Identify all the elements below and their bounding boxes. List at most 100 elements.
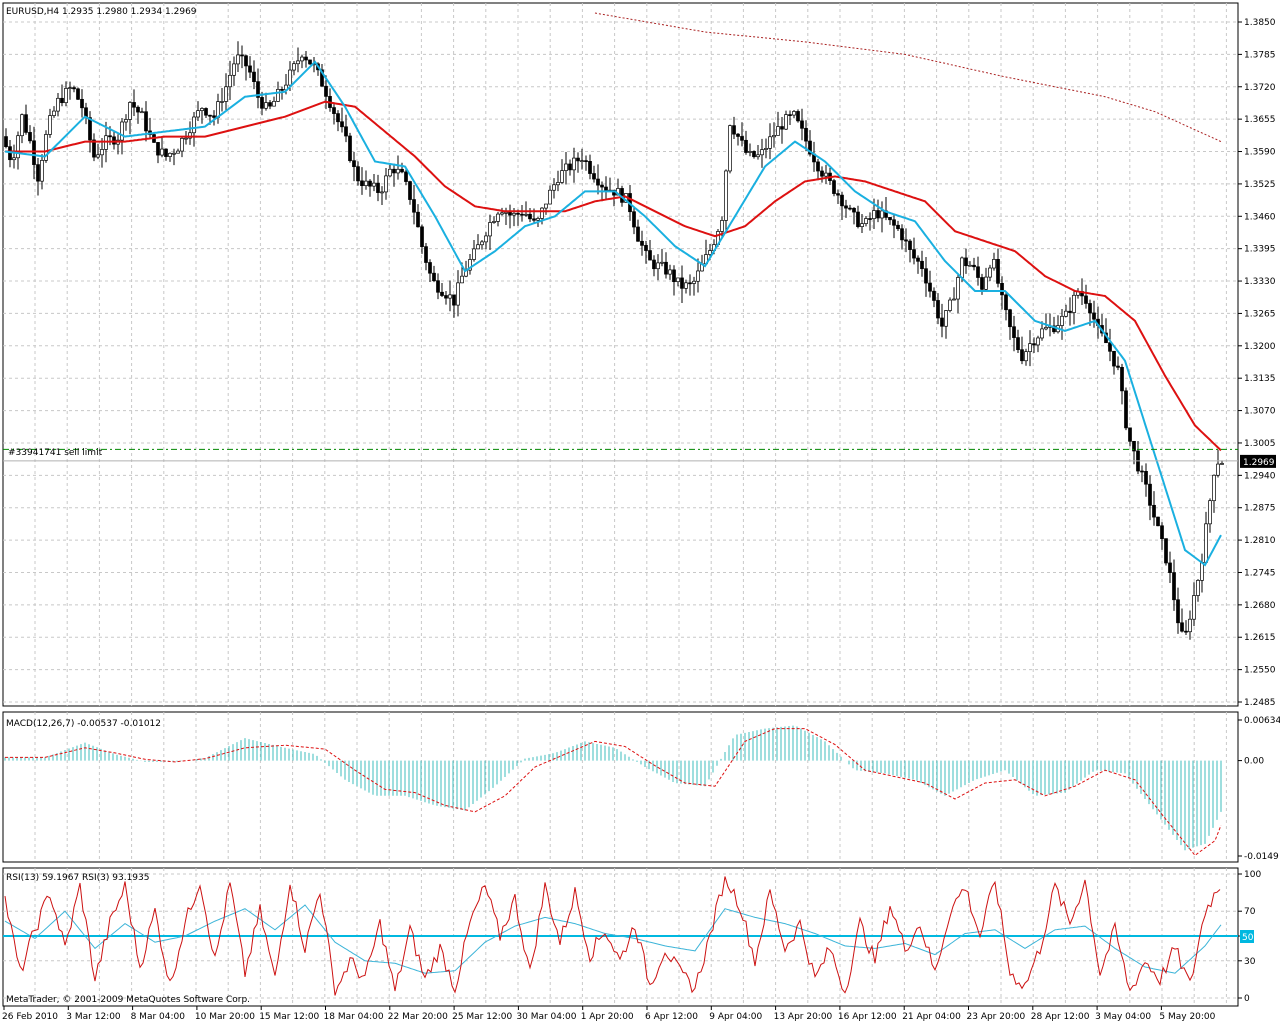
candle-body <box>136 106 140 113</box>
candle-body <box>24 114 28 133</box>
candle <box>736 132 740 146</box>
candle-body <box>1092 312 1096 320</box>
candle <box>864 216 868 227</box>
candle-body <box>1180 622 1184 632</box>
candle <box>384 168 388 200</box>
candle <box>184 130 188 145</box>
candle <box>764 138 768 159</box>
order-label[interactable]: #33941741 sell limit <box>8 448 103 458</box>
price-tick-label: 1.3525 <box>1244 180 1276 190</box>
candle <box>4 128 8 149</box>
candle <box>376 174 380 202</box>
macd-panel[interactable] <box>4 725 1222 857</box>
candle <box>1208 498 1212 533</box>
candle-body <box>1152 504 1156 518</box>
candle <box>92 133 96 162</box>
candle <box>556 170 560 192</box>
candle <box>744 130 748 155</box>
time-label: 16 Apr 12:00 <box>838 1012 897 1022</box>
candle <box>204 107 208 118</box>
candle <box>680 265 684 304</box>
candle-body <box>40 160 44 182</box>
candle <box>304 51 308 68</box>
candle <box>172 148 176 166</box>
candle <box>1124 387 1128 431</box>
candle <box>952 287 956 301</box>
candle <box>912 237 916 265</box>
candle <box>1168 551 1172 584</box>
rsi-tick-label: 100 <box>1244 870 1261 880</box>
candle-body <box>640 240 644 246</box>
candle-body <box>176 150 180 154</box>
candle-body <box>988 267 992 278</box>
candle-body <box>404 171 408 182</box>
price-panel[interactable] <box>3 12 1238 640</box>
candle-body <box>984 276 988 290</box>
candle <box>48 108 52 138</box>
candle-body <box>1212 474 1216 502</box>
candle <box>28 125 32 144</box>
candle-body <box>728 125 732 172</box>
macd-signal-line <box>5 728 1222 857</box>
candle <box>948 297 952 313</box>
candle <box>156 142 160 164</box>
time-label: 26 Feb 2010 <box>2 1012 58 1022</box>
candle-body <box>824 172 828 177</box>
candle <box>488 214 492 251</box>
candle-body <box>456 282 460 306</box>
price-tick-label: 1.3070 <box>1244 407 1276 417</box>
candle-body <box>956 277 960 300</box>
candle-body <box>892 219 896 226</box>
candle-body <box>600 184 604 188</box>
candle <box>340 107 344 133</box>
candle-body <box>1176 599 1180 624</box>
candle <box>1152 491 1156 526</box>
candle <box>436 273 440 300</box>
candle-body <box>336 113 340 123</box>
candle <box>1044 313 1048 331</box>
candle-body <box>308 59 312 65</box>
candle <box>1036 335 1040 353</box>
candle-body <box>372 182 376 187</box>
candle-body <box>156 142 160 156</box>
candle-body <box>172 152 176 155</box>
candle <box>480 240 484 250</box>
candle <box>452 294 456 318</box>
candle-body <box>224 86 228 102</box>
candle <box>176 148 180 154</box>
candle <box>748 143 752 157</box>
candle <box>1128 427 1132 447</box>
candle-body <box>460 275 464 284</box>
candle <box>1196 579 1200 602</box>
candle <box>1060 308 1064 340</box>
candle <box>1140 465 1144 483</box>
candle <box>1024 348 1028 366</box>
candle <box>1072 289 1076 325</box>
candle-body <box>964 257 968 267</box>
candle <box>1084 284 1088 309</box>
candle <box>928 270 932 298</box>
price-tick-label: 1.3590 <box>1244 148 1276 158</box>
candle-body <box>560 170 564 183</box>
candle <box>272 96 276 107</box>
time-label: 1 Apr 20:00 <box>581 1012 634 1022</box>
price-tick-label: 1.2550 <box>1244 666 1276 676</box>
candle-body <box>220 101 224 103</box>
candle <box>676 277 680 287</box>
candle-body <box>848 207 852 210</box>
candle <box>580 148 584 170</box>
rsi-panel[interactable] <box>3 876 1238 996</box>
candle <box>584 155 588 171</box>
candle <box>364 170 368 190</box>
candle-body <box>568 163 572 171</box>
candle <box>1020 336 1024 365</box>
candle-body <box>980 277 984 290</box>
candle-body <box>868 218 872 220</box>
candle <box>684 279 688 294</box>
candle-body <box>1124 390 1128 429</box>
candle <box>804 120 808 152</box>
time-label: 25 Mar 12:00 <box>452 1012 512 1022</box>
candle <box>408 180 412 205</box>
candle-body <box>1196 580 1200 596</box>
